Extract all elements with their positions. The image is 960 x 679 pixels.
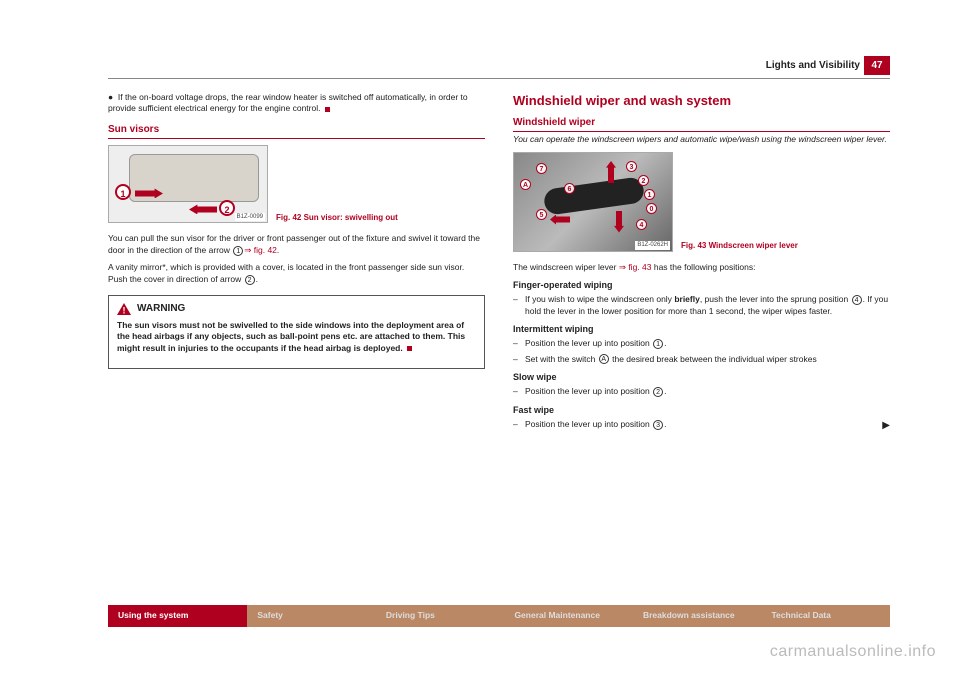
- svg-text:!: !: [123, 306, 126, 316]
- inline-circ-2: 2: [245, 275, 255, 285]
- figure-42-code: B1Z-0099: [235, 213, 265, 221]
- sun-visor-p1: You can pull the sun visor for the drive…: [108, 233, 485, 256]
- wiper-section-title: Windshield wiper and wash system: [513, 92, 890, 110]
- inline-circ-1b: 1: [653, 339, 663, 349]
- footer-tab-maintenance[interactable]: General Maintenance: [504, 605, 633, 627]
- page-number: 47: [864, 56, 890, 75]
- warning-box: ! WARNING The sun visors must not be swi…: [108, 295, 485, 369]
- sun-visors-heading: Sun visors: [108, 123, 485, 140]
- wiper-lead: You can operate the windscreen wipers an…: [513, 134, 890, 145]
- fig42-ref: ⇒ fig. 42: [244, 245, 277, 255]
- callout-6: 6: [564, 183, 575, 194]
- intermittent-list: Position the lever up into position 1. S…: [513, 338, 890, 365]
- continue-arrow-icon: ▶: [882, 419, 890, 433]
- figure-43-caption: Fig. 43 Windscreen wiper lever: [681, 241, 798, 252]
- slow-wipe-list: Position the lever up into position 2.: [513, 386, 890, 397]
- end-marker-icon: [407, 346, 412, 351]
- intermittent-item-2: Set with the switch A the desired break …: [513, 354, 890, 365]
- fast-wipe-list: Position the lever up into position 3. ▶: [513, 419, 890, 430]
- warning-label: WARNING: [137, 302, 185, 316]
- figure-43-row: A 7 6 5 3 2 1 0 4 B1Z-0262H Fig. 43 Wind…: [513, 152, 890, 252]
- figure-42-row: 1 2 B1Z-0099 Fig. 42 Sun visor: swivelli…: [108, 145, 485, 223]
- fast-wipe-heading: Fast wipe: [513, 404, 890, 416]
- callout-4: 4: [636, 219, 647, 230]
- callout-7: 7: [536, 163, 547, 174]
- p1a: You can pull the sun visor for the drive…: [108, 233, 480, 254]
- callout-2b: 2: [638, 175, 649, 186]
- header-section-title: Lights and Visibility: [766, 60, 860, 71]
- footer-tab-technical[interactable]: Technical Data: [762, 605, 891, 627]
- manual-page: Lights and Visibility 47 ● If the on-boa…: [0, 0, 960, 679]
- callout-0: 0: [646, 203, 657, 214]
- header-rule: [108, 78, 890, 79]
- footer-tab-using[interactable]: Using the system: [108, 605, 247, 627]
- figure-43-code: B1Z-0262H: [635, 241, 670, 249]
- intro-text: If the on-board voltage drops, the rear …: [108, 92, 468, 113]
- inline-circ-4: 4: [852, 295, 862, 305]
- callout-A: A: [520, 179, 531, 190]
- warning-triangle-icon: !: [117, 303, 131, 315]
- right-column: Windshield wiper and wash system Windshi…: [513, 92, 890, 434]
- wiper-positions-line: The windscreen wiper lever ⇒ fig. 43 has…: [513, 262, 890, 273]
- fig43-ref: ⇒ fig. 43: [619, 262, 652, 272]
- p2a: A vanity mirror*, which is provided with…: [108, 262, 464, 283]
- inline-circ-3: 3: [653, 420, 663, 430]
- intermittent-heading: Intermittent wiping: [513, 323, 890, 335]
- slow-wipe-item: Position the lever up into position 2.: [513, 386, 890, 397]
- warning-text: The sun visors must not be swivelled to …: [117, 320, 476, 354]
- footer-tab-driving[interactable]: Driving Tips: [376, 605, 505, 627]
- footer-tabs: Using the system Safety Driving Tips Gen…: [108, 605, 890, 627]
- figure-42-image: 1 2 B1Z-0099: [108, 145, 268, 223]
- finger-wiping-heading: Finger-operated wiping: [513, 279, 890, 291]
- finger-wiping-item: If you wish to wipe the windscreen only …: [513, 294, 890, 317]
- callout-2: 2: [219, 200, 235, 216]
- sun-visor-p2: A vanity mirror*, which is provided with…: [108, 262, 485, 285]
- callout-3: 3: [626, 161, 637, 172]
- callout-1b: 1: [644, 189, 655, 200]
- inline-circ-A: A: [599, 354, 609, 364]
- intermittent-item-1: Position the lever up into position 1.: [513, 338, 890, 349]
- arrow-2-icon: [189, 204, 217, 214]
- figure-43-image: A 7 6 5 3 2 1 0 4 B1Z-0262H: [513, 152, 673, 252]
- figure-42-caption: Fig. 42 Sun visor: swivelling out: [276, 213, 398, 224]
- watermark-text: carmanualsonline.info: [770, 643, 936, 661]
- end-marker-icon: [325, 107, 330, 112]
- footer-tab-safety[interactable]: Safety: [247, 605, 376, 627]
- warning-header: ! WARNING: [117, 302, 476, 316]
- left-column: ● If the on-board voltage drops, the rea…: [108, 92, 485, 434]
- finger-wiping-list: If you wish to wipe the windscreen only …: [513, 294, 890, 317]
- footer-tab-breakdown[interactable]: Breakdown assistance: [633, 605, 762, 627]
- inline-circ-1: 1: [233, 246, 243, 256]
- intro-paragraph: ● If the on-board voltage drops, the rea…: [108, 92, 485, 115]
- inline-circ-2b: 2: [653, 387, 663, 397]
- fast-wipe-item: Position the lever up into position 3. ▶: [513, 419, 890, 430]
- wiper-subtitle: Windshield wiper: [513, 116, 890, 133]
- content-columns: ● If the on-board voltage drops, the rea…: [108, 92, 890, 434]
- callout-5: 5: [536, 209, 547, 220]
- slow-wipe-heading: Slow wipe: [513, 371, 890, 383]
